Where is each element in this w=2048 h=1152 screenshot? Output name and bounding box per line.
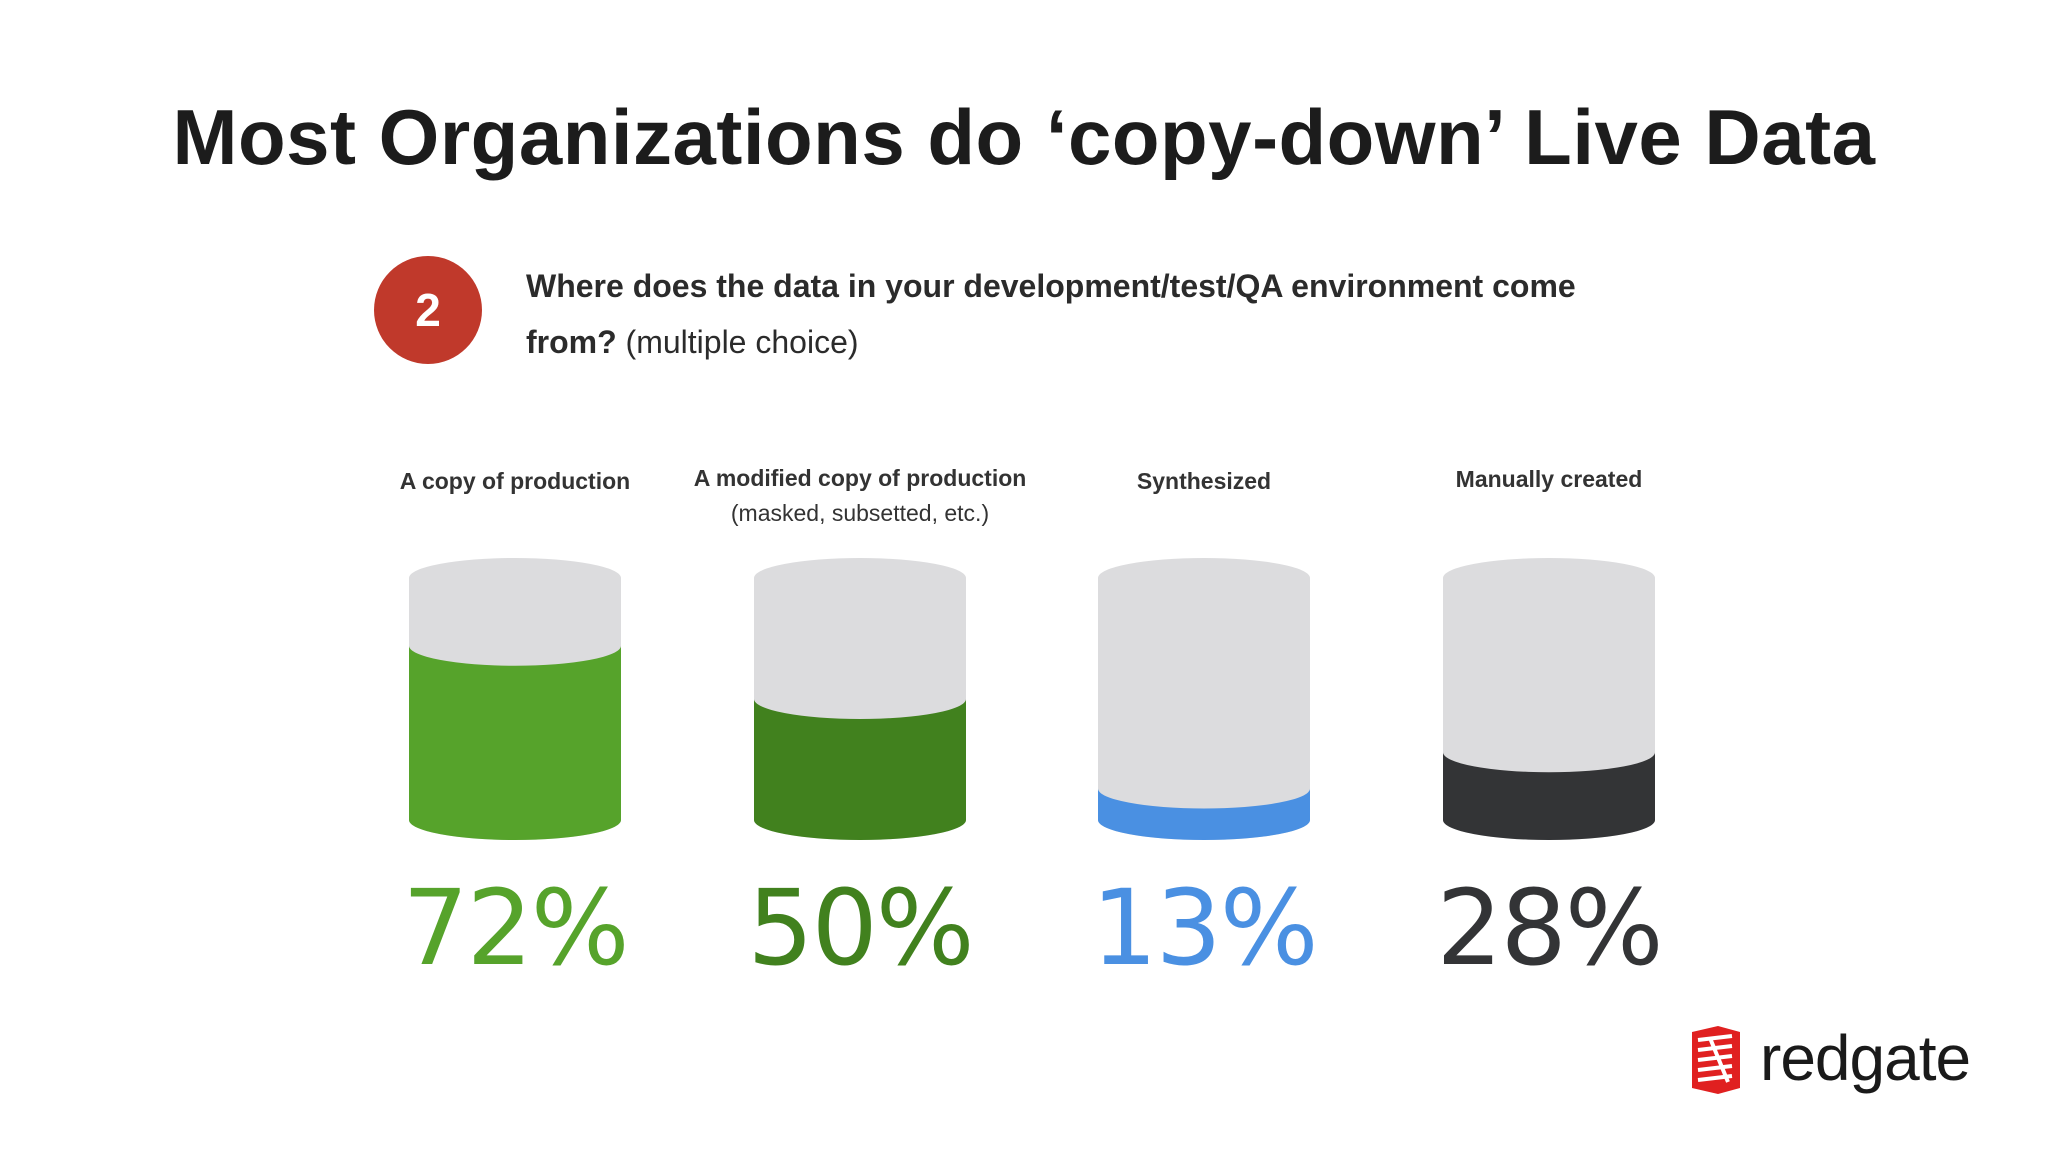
category-label: Synthesized — [1136, 468, 1272, 494]
cylinder-fill — [1443, 752, 1655, 840]
redgate-logo: redgate — [1688, 1018, 1988, 1098]
category-label: Manually created — [1455, 466, 1643, 492]
category-note: (masked, subsetted, etc.) — [730, 500, 990, 526]
question-text: Where does the data in your development/… — [526, 258, 1586, 370]
slide-title: Most Organizations do ‘copy-down’ Live D… — [172, 93, 1876, 181]
value-label: 13% — [1091, 867, 1318, 989]
cylinder-fill — [754, 699, 966, 840]
redgate-logo-text: redgate — [1760, 1022, 1971, 1094]
cylinder-empty — [1443, 558, 1655, 840]
value-label: 72% — [402, 867, 629, 989]
question-number-badge: 2 — [374, 256, 482, 364]
question-text-note: (multiple choice) — [625, 324, 859, 360]
category-label: A copy of production — [399, 468, 631, 494]
question-text-bold: Where does the data in your development/… — [526, 268, 1576, 360]
category-label: A modified copy of production — [693, 465, 1027, 491]
cylinder-fill — [409, 645, 621, 840]
cylinder-fill — [1098, 788, 1310, 840]
value-label: 50% — [747, 867, 974, 989]
redgate-logo-icon — [1692, 1026, 1740, 1094]
cylinder-empty — [1098, 558, 1310, 840]
value-label: 28% — [1436, 867, 1663, 989]
